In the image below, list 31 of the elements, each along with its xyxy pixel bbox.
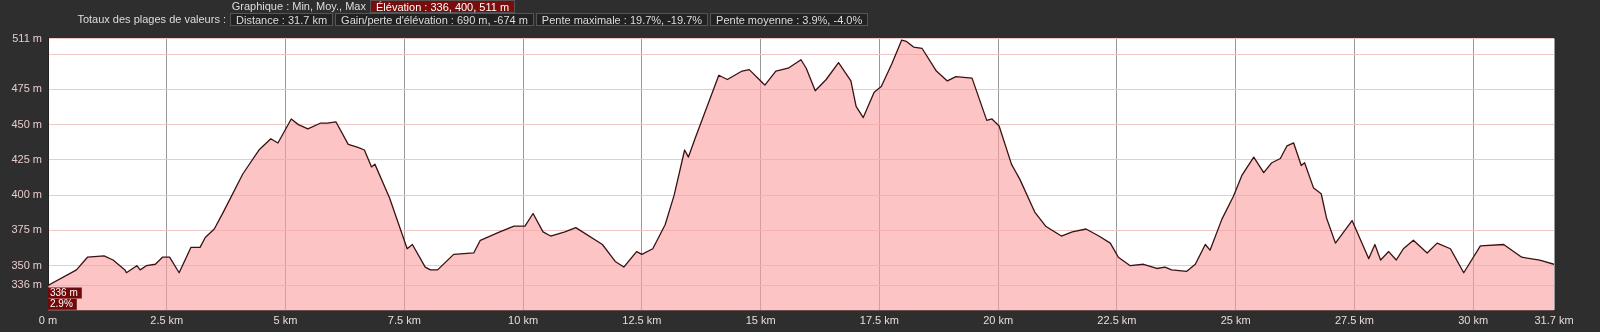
chart-title: Graphique : Min, Moy., Max (230, 0, 367, 13)
x-tick-label: 0 m (38, 314, 58, 327)
y-tick-label: 336 m (11, 278, 42, 291)
y-tick-label: 475 m (11, 82, 42, 95)
text: Totaux des plages de valeurs : (76, 13, 227, 26)
x-tick-label: 2.5 km (150, 314, 184, 327)
y-tick-label: 375 m (11, 223, 42, 236)
x-tick-label: 30 km (1458, 314, 1489, 327)
y-tick-label: 511 m (12, 31, 42, 44)
y-tick-label: 400 m (11, 188, 42, 201)
y-tick-label: 450 m (11, 117, 42, 130)
text: Pente maximale : 19.7%, -19.7% (535, 13, 709, 26)
chart-subtitle: Élévation : 336, 400, 511 m (370, 0, 516, 13)
x-tick-label: 20 km (983, 314, 1014, 327)
x-tick-label: 25 km (1220, 314, 1251, 327)
annotation: 2.9% (50, 298, 73, 310)
x-tick-label: 27.5 km (1334, 314, 1375, 327)
x-tick-label: 15 km (745, 314, 776, 327)
text: Gain/perte d'élévation : 690 m, -674 m (335, 13, 534, 26)
x-tick-label: 5 km (273, 314, 298, 327)
x-tick-label: 10 km (508, 314, 539, 327)
x-tick-label: 22.5 km (1097, 314, 1137, 327)
annotation: 336 m (50, 286, 78, 298)
x-tick-label: 7.5 km (387, 314, 421, 327)
x-tick-label: 12.5 km (622, 314, 662, 327)
x-tick-label: 17.5 km (859, 314, 899, 327)
text: Pente moyenne : 3.9%, -4.0% (710, 13, 869, 26)
y-tick-label: 350 m (11, 258, 42, 271)
x-tick-label: 31.7 km (1534, 314, 1574, 327)
y-tick-label: 425 m (11, 152, 42, 165)
text: Distance : 31.7 km (230, 13, 334, 26)
